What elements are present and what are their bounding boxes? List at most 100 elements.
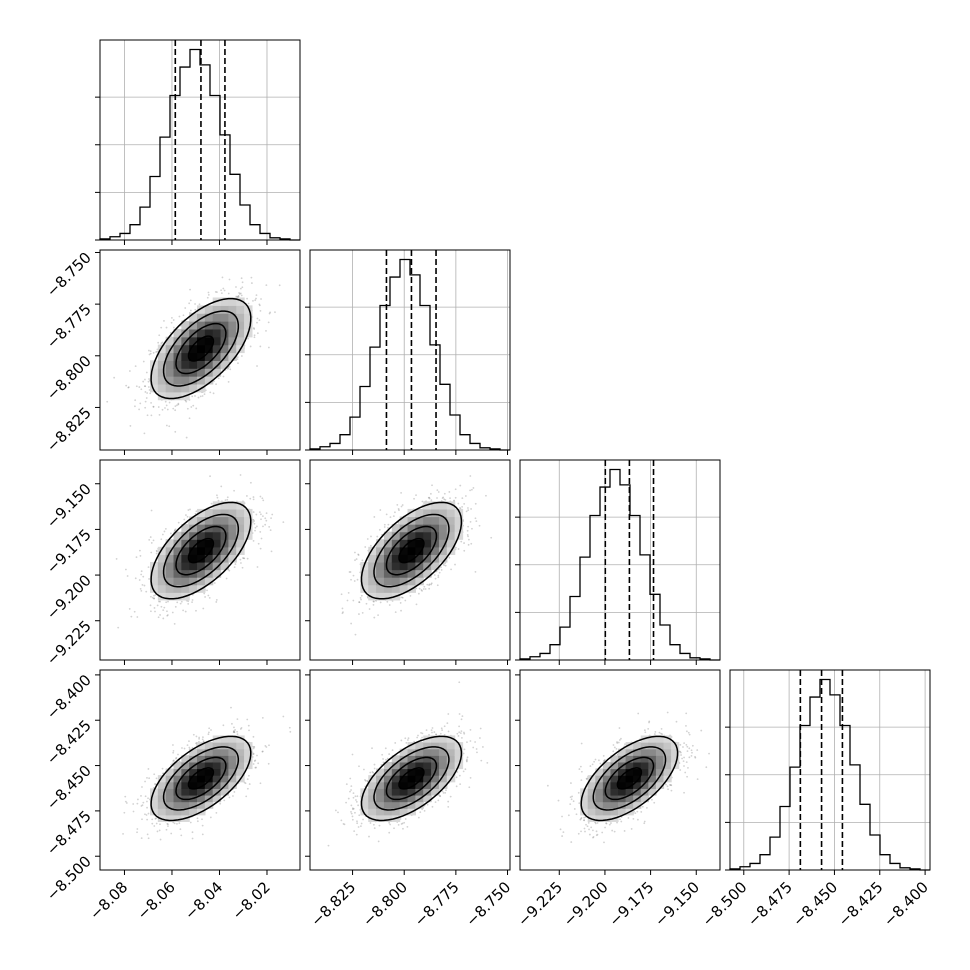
density-cell <box>189 775 198 783</box>
scatter-point <box>159 600 161 603</box>
contour-2 <box>162 513 240 588</box>
density-cell <box>610 801 619 809</box>
scatter-point <box>259 782 262 785</box>
scatter-point <box>270 550 273 553</box>
scatter-point <box>417 816 420 819</box>
scatter-point <box>469 776 472 779</box>
scatter-point <box>132 803 135 805</box>
scatter-point <box>387 523 390 526</box>
scatter-point <box>643 729 646 732</box>
density-cell <box>407 801 416 809</box>
scatter-point <box>203 393 206 396</box>
density-cell <box>671 748 680 756</box>
scatter-point <box>354 633 357 636</box>
scatter-point <box>377 614 379 617</box>
scatter-point <box>654 731 657 733</box>
density-cell <box>150 383 159 393</box>
scatter-point <box>467 509 470 511</box>
density-cell <box>407 794 416 803</box>
density-cell <box>204 768 214 776</box>
density-cell <box>587 794 596 803</box>
contour-1 <box>385 525 438 576</box>
scatter-point <box>465 760 468 763</box>
histogram-step <box>99 48 300 241</box>
scatter-point <box>148 538 151 541</box>
density-cell <box>228 313 237 322</box>
scatter-point <box>580 770 583 773</box>
scatter-point <box>391 600 394 602</box>
scatter-point <box>166 822 169 825</box>
scatter-point <box>627 817 630 819</box>
y-tick-label: −8.500 <box>43 852 95 904</box>
scatter-point <box>236 295 239 298</box>
density-cell <box>157 383 167 393</box>
density-cell <box>189 313 198 322</box>
density-cell <box>165 539 175 548</box>
scatter-point <box>433 731 436 733</box>
scatter-point <box>194 303 196 305</box>
scatter-point <box>688 756 691 759</box>
scatter-point <box>153 594 155 597</box>
density-cell <box>173 768 182 776</box>
scatter-point <box>456 732 459 735</box>
density-cell <box>431 755 440 763</box>
density-cell <box>204 360 214 369</box>
scatter-point <box>164 407 166 409</box>
density-cell <box>165 554 175 563</box>
x-tick-label: −9.150 <box>651 878 703 930</box>
density-cell <box>648 748 657 756</box>
density-cell <box>173 368 182 377</box>
scatter-point <box>138 408 141 411</box>
density-cell <box>228 554 237 563</box>
scatter-point <box>158 829 161 832</box>
scatter-point <box>440 727 443 730</box>
scatter-point <box>223 289 226 292</box>
scatter-point <box>397 507 400 510</box>
scatter-point <box>454 496 457 499</box>
density-cell <box>399 755 409 763</box>
scatter-point <box>439 732 442 735</box>
density-cell <box>368 577 377 586</box>
scatter-point <box>151 822 154 825</box>
density-cell <box>157 376 167 385</box>
density-cell <box>173 391 182 401</box>
density-cell <box>181 531 190 540</box>
scatter-point <box>262 525 264 528</box>
scatter-point <box>160 605 163 608</box>
scatter-point <box>237 362 239 365</box>
scatter-point <box>394 742 397 744</box>
scatter-point <box>579 818 582 821</box>
density-cell <box>618 781 627 789</box>
scatter-point <box>430 583 433 586</box>
panel-background <box>310 250 510 450</box>
scatter-point <box>146 833 149 836</box>
scatter-point <box>210 502 213 505</box>
density-cell <box>220 501 229 510</box>
scatter-point <box>173 622 176 625</box>
density-cell <box>610 781 619 789</box>
x-tick-label: −8.06 <box>134 878 179 923</box>
density-cell <box>228 755 237 763</box>
density-cell <box>220 328 229 338</box>
y-tick-label: −9.150 <box>43 480 95 532</box>
density-cell <box>204 305 214 314</box>
scatter-point <box>141 818 143 821</box>
scatter-point <box>144 385 147 388</box>
scatter-point <box>580 817 582 820</box>
scatter-point <box>152 351 155 354</box>
scatter-point <box>220 289 223 292</box>
density-cell <box>212 524 222 533</box>
contour-0 <box>398 537 425 564</box>
density-cell <box>181 788 190 796</box>
scatter-point <box>252 540 255 542</box>
scatter-point <box>267 762 270 765</box>
scatter-point <box>401 504 404 506</box>
scatter-point <box>350 804 353 807</box>
scatter-point <box>669 784 672 786</box>
scatter-point <box>669 783 671 786</box>
scatter-point <box>596 833 599 836</box>
scatter-point <box>208 597 211 599</box>
scatter-point <box>153 773 156 776</box>
density-cell <box>204 336 214 346</box>
scatter-point <box>406 739 409 741</box>
